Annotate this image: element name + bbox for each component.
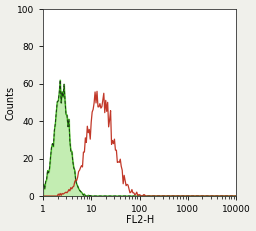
- Y-axis label: Counts: Counts: [6, 85, 16, 120]
- X-axis label: FL2-H: FL2-H: [125, 216, 154, 225]
